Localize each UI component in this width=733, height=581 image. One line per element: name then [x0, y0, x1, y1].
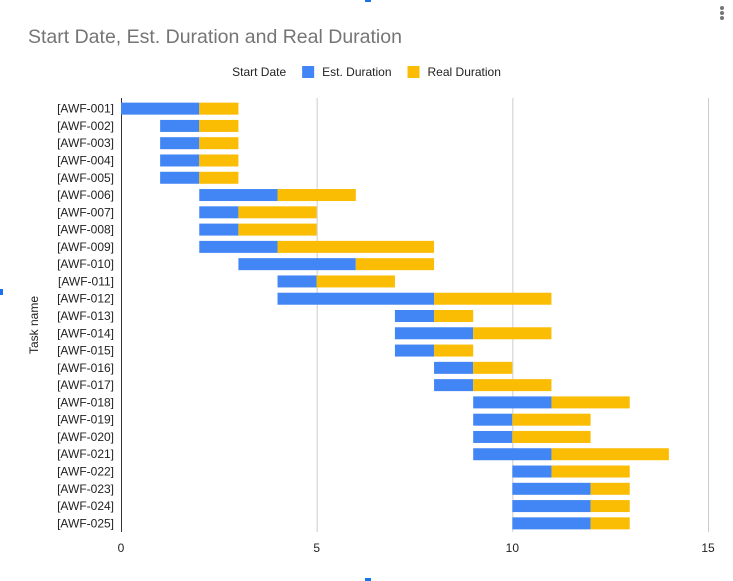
legend-label-real-duration: Real Duration: [428, 65, 501, 79]
y-tick-label: [AWF-003]: [57, 136, 114, 150]
bar-est-duration-14[interactable]: [394, 327, 474, 340]
legend: Start Date Est. Duration Real Duration: [232, 65, 501, 79]
y-tick-label: [AWF-002]: [57, 119, 114, 133]
y-tick-label: [AWF-005]: [57, 171, 114, 185]
bar-real-duration-14[interactable]: [473, 327, 552, 340]
y-tick-label: [AWF-022]: [57, 465, 114, 479]
bar-real-duration-3[interactable]: [199, 137, 239, 150]
bar-real-duration-20[interactable]: [512, 430, 591, 443]
y-tick-label: [AWF-006]: [57, 188, 114, 202]
bar-real-duration-18[interactable]: [551, 396, 630, 409]
bar-real-duration-6[interactable]: [277, 189, 356, 202]
legend-swatch-est-duration: [302, 66, 315, 78]
y-tick-label: [AWF-009]: [57, 240, 114, 254]
bar-real-duration-13[interactable]: [434, 310, 474, 322]
gridlines: [121, 98, 709, 532]
bar-est-duration-5[interactable]: [160, 171, 200, 184]
y-tick-label: [AWF-012]: [57, 292, 114, 306]
y-tick-label: [AWF-011]: [58, 274, 114, 288]
bar-est-duration-25[interactable]: [512, 517, 591, 530]
selection-handle-bottom[interactable]: [365, 578, 371, 581]
bar-real-duration-17[interactable]: [473, 379, 552, 392]
bar-est-duration-9[interactable]: [199, 240, 278, 253]
y-tick-label: [AWF-023]: [57, 482, 114, 496]
bar-est-duration-21[interactable]: [473, 448, 552, 461]
bar-est-duration-23[interactable]: [512, 482, 591, 495]
y-tick-label: [AWF-010]: [57, 257, 114, 271]
selection-handle-left[interactable]: [0, 289, 3, 295]
bar-real-duration-15[interactable]: [434, 344, 474, 357]
bar-real-duration-8[interactable]: [238, 223, 317, 236]
bar-real-duration-10[interactable]: [355, 258, 435, 271]
chart-title: Start Date, Est. Duration and Real Durat…: [28, 26, 402, 48]
y-tick-label: [AWF-020]: [57, 430, 114, 444]
bar-est-duration-8[interactable]: [199, 223, 239, 236]
bar-est-duration-3[interactable]: [160, 137, 200, 150]
bar-real-duration-22[interactable]: [551, 465, 630, 478]
bar-est-duration-6[interactable]: [199, 189, 278, 202]
bar-real-duration-4[interactable]: [199, 154, 239, 167]
y-tick-label: [AWF-021]: [57, 447, 114, 461]
more-vert-icon[interactable]: [720, 6, 724, 20]
y-tick-label: [AWF-018]: [57, 395, 114, 409]
bar-real-duration-16[interactable]: [473, 361, 513, 374]
bar-est-duration-2[interactable]: [160, 119, 200, 132]
y-tick-label: [AWF-019]: [57, 413, 114, 427]
bar-real-duration-24[interactable]: [590, 500, 630, 513]
y-tick-label: [AWF-004]: [57, 153, 114, 167]
bar-est-duration-17[interactable]: [434, 379, 474, 392]
bar-est-duration-24[interactable]: [512, 500, 591, 513]
bar-est-duration-12[interactable]: [277, 292, 435, 305]
x-axis-labels: 0 5 10 15: [118, 541, 715, 555]
bar-real-duration-5[interactable]: [199, 171, 239, 184]
y-tick-label: [AWF-025]: [57, 516, 114, 530]
bar-real-duration-1[interactable]: [199, 102, 239, 115]
selection-handle-top[interactable]: [365, 0, 371, 2]
legend-label-start-date: Start Date: [232, 65, 286, 79]
bar-real-duration-2[interactable]: [199, 119, 239, 132]
y-tick-label: [AWF-008]: [57, 223, 114, 237]
bar-est-duration-11[interactable]: [277, 275, 317, 288]
y-tick-label: [AWF-017]: [57, 378, 114, 392]
bar-est-duration-20[interactable]: [473, 430, 513, 443]
x-tick-label: 5: [313, 541, 320, 555]
y-axis-labels: [AWF-001] [AWF-002] [AWF-003] [AWF-004] [AWF…: [57, 102, 114, 531]
bar-est-duration-13[interactable]: [394, 310, 435, 322]
y-tick-label: [AWF-015]: [57, 344, 114, 358]
bar-est-duration-10[interactable]: [238, 258, 356, 271]
bar-real-duration-19[interactable]: [512, 413, 591, 426]
x-tick-label: 10: [506, 541, 520, 555]
legend-label-est-duration: Est. Duration: [322, 65, 391, 79]
y-tick-label: [AWF-016]: [57, 361, 114, 375]
bar-est-duration-15[interactable]: [394, 344, 435, 357]
bar-est-duration-16[interactable]: [434, 361, 474, 374]
x-tick-label: 15: [701, 541, 715, 555]
bar-est-duration-4[interactable]: [160, 154, 200, 167]
y-tick-label: [AWF-007]: [57, 205, 114, 219]
bar-real-duration-21[interactable]: [551, 448, 669, 461]
legend-swatch-real-duration: [407, 66, 420, 78]
bar-est-duration-18[interactable]: [473, 396, 552, 409]
bar-real-duration-25[interactable]: [590, 517, 630, 530]
y-tick-label: [AWF-001]: [57, 102, 114, 116]
bar-est-duration-22[interactable]: [512, 465, 552, 478]
y-tick-label: [AWF-013]: [57, 309, 114, 323]
y-tick-label: [AWF-014]: [57, 326, 114, 340]
bar-real-duration-11[interactable]: [316, 275, 395, 288]
y-tick-label: [AWF-024]: [57, 499, 114, 513]
x-tick-label: 0: [118, 541, 125, 555]
bar-real-duration-23[interactable]: [590, 482, 630, 495]
bars: [121, 102, 669, 530]
bar-real-duration-7[interactable]: [238, 206, 317, 219]
bar-real-duration-12[interactable]: [434, 292, 552, 305]
bar-real-duration-9[interactable]: [277, 240, 435, 253]
y-axis-title: Task name: [27, 296, 41, 354]
bar-est-duration-7[interactable]: [199, 206, 239, 219]
bar-est-duration-19[interactable]: [473, 413, 513, 426]
bar-est-duration-1[interactable]: [121, 102, 200, 115]
